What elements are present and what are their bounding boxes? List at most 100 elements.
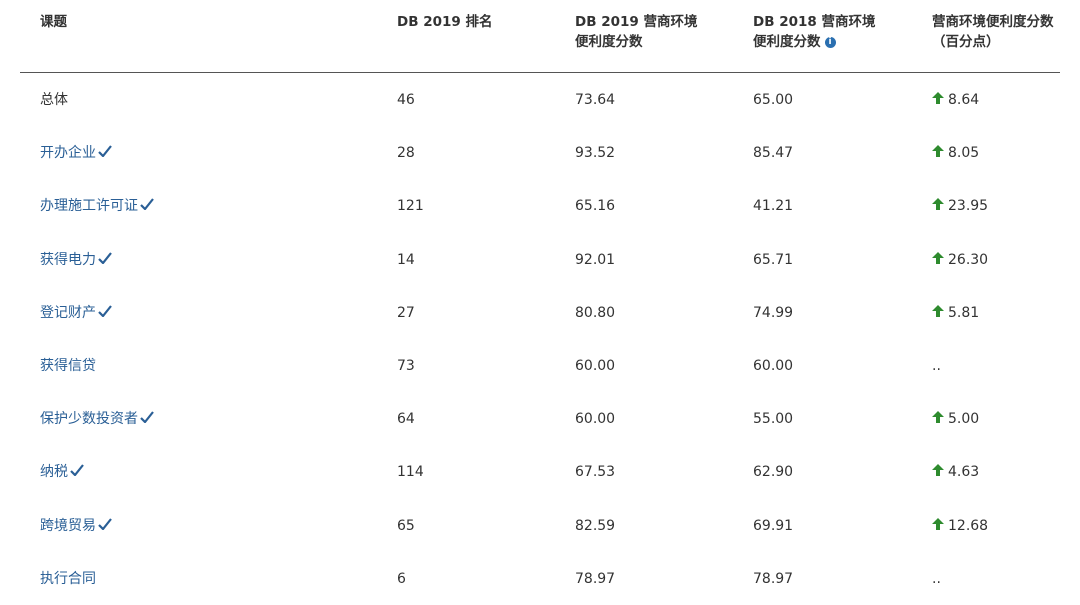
header-label: 营商环境便利度分数 <box>932 14 1054 30</box>
value-text: 64 <box>397 411 415 428</box>
value-cell: 69.91 <box>753 516 793 536</box>
up-arrow <box>932 303 944 323</box>
topic-cell: 总体 <box>40 90 68 110</box>
value-text: 73 <box>397 358 415 374</box>
info-icon[interactable]: i <box>824 36 836 48</box>
value-text: .. <box>932 570 941 587</box>
topic-cell[interactable]: 跨境贸易 <box>40 516 112 536</box>
value-text: 27 <box>397 304 415 321</box>
value-text: 8.05 <box>948 145 980 162</box>
topic-cell[interactable]: 保护少数投资者 <box>40 409 154 429</box>
value-text: 93.52 <box>575 145 616 162</box>
value-text: 14 <box>397 251 415 268</box>
up-arrow <box>932 196 944 216</box>
value-text: 6 <box>397 570 406 587</box>
topic-label[interactable]: 登记财产 <box>40 304 96 321</box>
header-rule <box>20 72 1060 73</box>
value-text: 65.16 <box>575 198 616 215</box>
topic-cell[interactable]: 纳税 <box>40 462 84 482</box>
topic-cell[interactable]: 获得电力 <box>40 250 112 270</box>
check-icon <box>98 303 112 323</box>
header-label: 便利度分数 <box>575 34 643 50</box>
value-cell: 74.99 <box>753 303 793 323</box>
value-cell: 73 <box>397 356 415 376</box>
value-text: 60.00 <box>575 358 616 374</box>
value-cell: 26.30 <box>932 250 988 270</box>
value-text: 73.64 <box>575 92 616 108</box>
value-text: 121 <box>397 198 424 215</box>
value-text: 62.90 <box>753 464 794 481</box>
check-icon <box>70 462 84 482</box>
topic-label[interactable]: 跨境贸易 <box>40 517 96 534</box>
value-text: 78.97 <box>575 570 616 587</box>
topic-label[interactable]: 获得信贷 <box>40 358 96 374</box>
header-cell: 营商环境便利度分数 （百分点） <box>932 12 1054 52</box>
value-text: 67.53 <box>575 464 616 481</box>
value-cell: 114 <box>397 462 424 482</box>
up-arrow <box>932 516 944 536</box>
check-icon <box>98 143 112 163</box>
value-text: 41.21 <box>753 198 794 215</box>
header-text: （百分点） <box>932 32 1054 52</box>
value-text: 65.00 <box>753 92 794 108</box>
value-text: 28 <box>397 145 415 162</box>
topic-label[interactable]: 执行合同 <box>40 570 96 587</box>
check-icon <box>140 409 154 429</box>
header-label: 课题 <box>40 14 67 30</box>
topic-label[interactable]: 纳税 <box>40 464 68 481</box>
value-cell: 12.68 <box>932 516 988 536</box>
check-icon <box>98 516 112 536</box>
topic-cell[interactable]: 获得信贷 <box>40 356 96 376</box>
value-text: 60.00 <box>575 411 616 428</box>
header-text: DB 2019 营商环境 <box>575 12 697 32</box>
value-text: 5.81 <box>948 304 980 321</box>
value-text: 85.47 <box>753 145 794 162</box>
value-cell: 65 <box>397 516 415 536</box>
topic-cell[interactable]: 开办企业 <box>40 143 112 163</box>
value-cell: 8.05 <box>932 143 979 163</box>
header-cell: DB 2019 营商环境便利度分数 <box>575 12 697 52</box>
topic-label[interactable]: 开办企业 <box>40 145 96 162</box>
value-cell: 93.52 <box>575 143 615 163</box>
header-cell: DB 2019 排名 <box>397 12 492 32</box>
header-label: DB 2018 营商环境 <box>753 14 876 30</box>
value-cell: 60.00 <box>575 409 615 429</box>
value-cell: 46 <box>397 90 415 110</box>
topic-cell[interactable]: 登记财产 <box>40 303 112 323</box>
topic-label[interactable]: 保护少数投资者 <box>40 411 138 428</box>
value-cell: 64 <box>397 409 415 429</box>
value-cell: 60.00 <box>575 356 615 376</box>
check-icon <box>98 250 112 270</box>
topic-label[interactable]: 获得电力 <box>40 251 96 268</box>
value-cell: .. <box>932 356 941 376</box>
header-text: 课题 <box>40 12 67 32</box>
header-text: 便利度分数 i <box>753 32 875 52</box>
header-text: DB 2018 营商环境 <box>753 12 875 32</box>
value-cell: 65.16 <box>575 196 615 216</box>
value-cell: 6 <box>397 569 406 589</box>
value-text: .. <box>932 358 941 374</box>
up-arrow <box>932 250 944 270</box>
topic-label[interactable]: 办理施工许可证 <box>40 198 138 215</box>
value-cell: 5.00 <box>932 409 979 429</box>
up-arrow <box>932 143 944 163</box>
value-cell: 5.81 <box>932 303 979 323</box>
value-cell: 55.00 <box>753 409 793 429</box>
value-text: 69.91 <box>753 517 794 534</box>
topic-label: 总体 <box>40 92 68 108</box>
value-cell: 82.59 <box>575 516 615 536</box>
value-cell: 14 <box>397 250 415 270</box>
value-cell: 60.00 <box>753 356 793 376</box>
value-cell: 67.53 <box>575 462 615 482</box>
value-text: 114 <box>397 464 424 481</box>
value-cell: 28 <box>397 143 415 163</box>
header-cell: 课题 <box>40 12 67 32</box>
header-label: 便利度分数 <box>753 34 821 50</box>
value-cell: 8.64 <box>932 90 979 110</box>
topic-cell[interactable]: 办理施工许可证 <box>40 196 154 216</box>
up-arrow <box>932 409 944 429</box>
value-text: 12.68 <box>948 517 989 534</box>
value-text: 55.00 <box>753 411 794 428</box>
header-text: 便利度分数 <box>575 32 697 52</box>
topic-cell[interactable]: 执行合同 <box>40 569 96 589</box>
